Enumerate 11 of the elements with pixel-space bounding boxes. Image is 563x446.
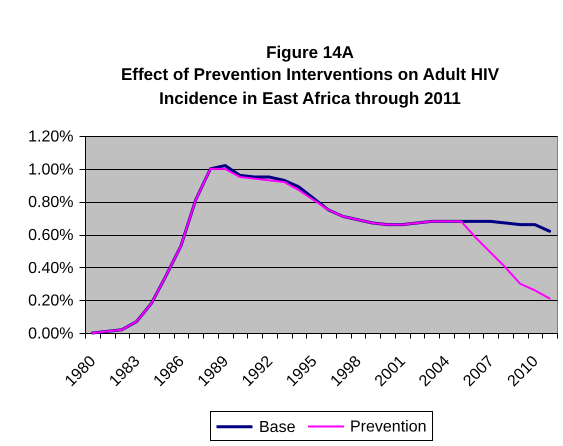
y-tick-label: 1.00% xyxy=(28,161,74,178)
y-tick-label: 0.80% xyxy=(28,194,74,212)
y-tick-label: 1.20% xyxy=(28,128,74,146)
y-tick-label: 0.00% xyxy=(28,326,74,342)
legend-label: Base xyxy=(259,418,296,436)
chart-subtitle: Effect of Prevention Interventions on Adult HIV Incidence in East Africa through 2011 xyxy=(120,65,500,108)
y-tick-label: 0.60% xyxy=(28,227,74,244)
y-tick-label: 0.20% xyxy=(28,292,74,310)
legend-label: Prevention xyxy=(350,418,426,436)
chart-title: Figure 14A xyxy=(266,43,354,62)
y-tick-label: 0.40% xyxy=(28,260,74,277)
